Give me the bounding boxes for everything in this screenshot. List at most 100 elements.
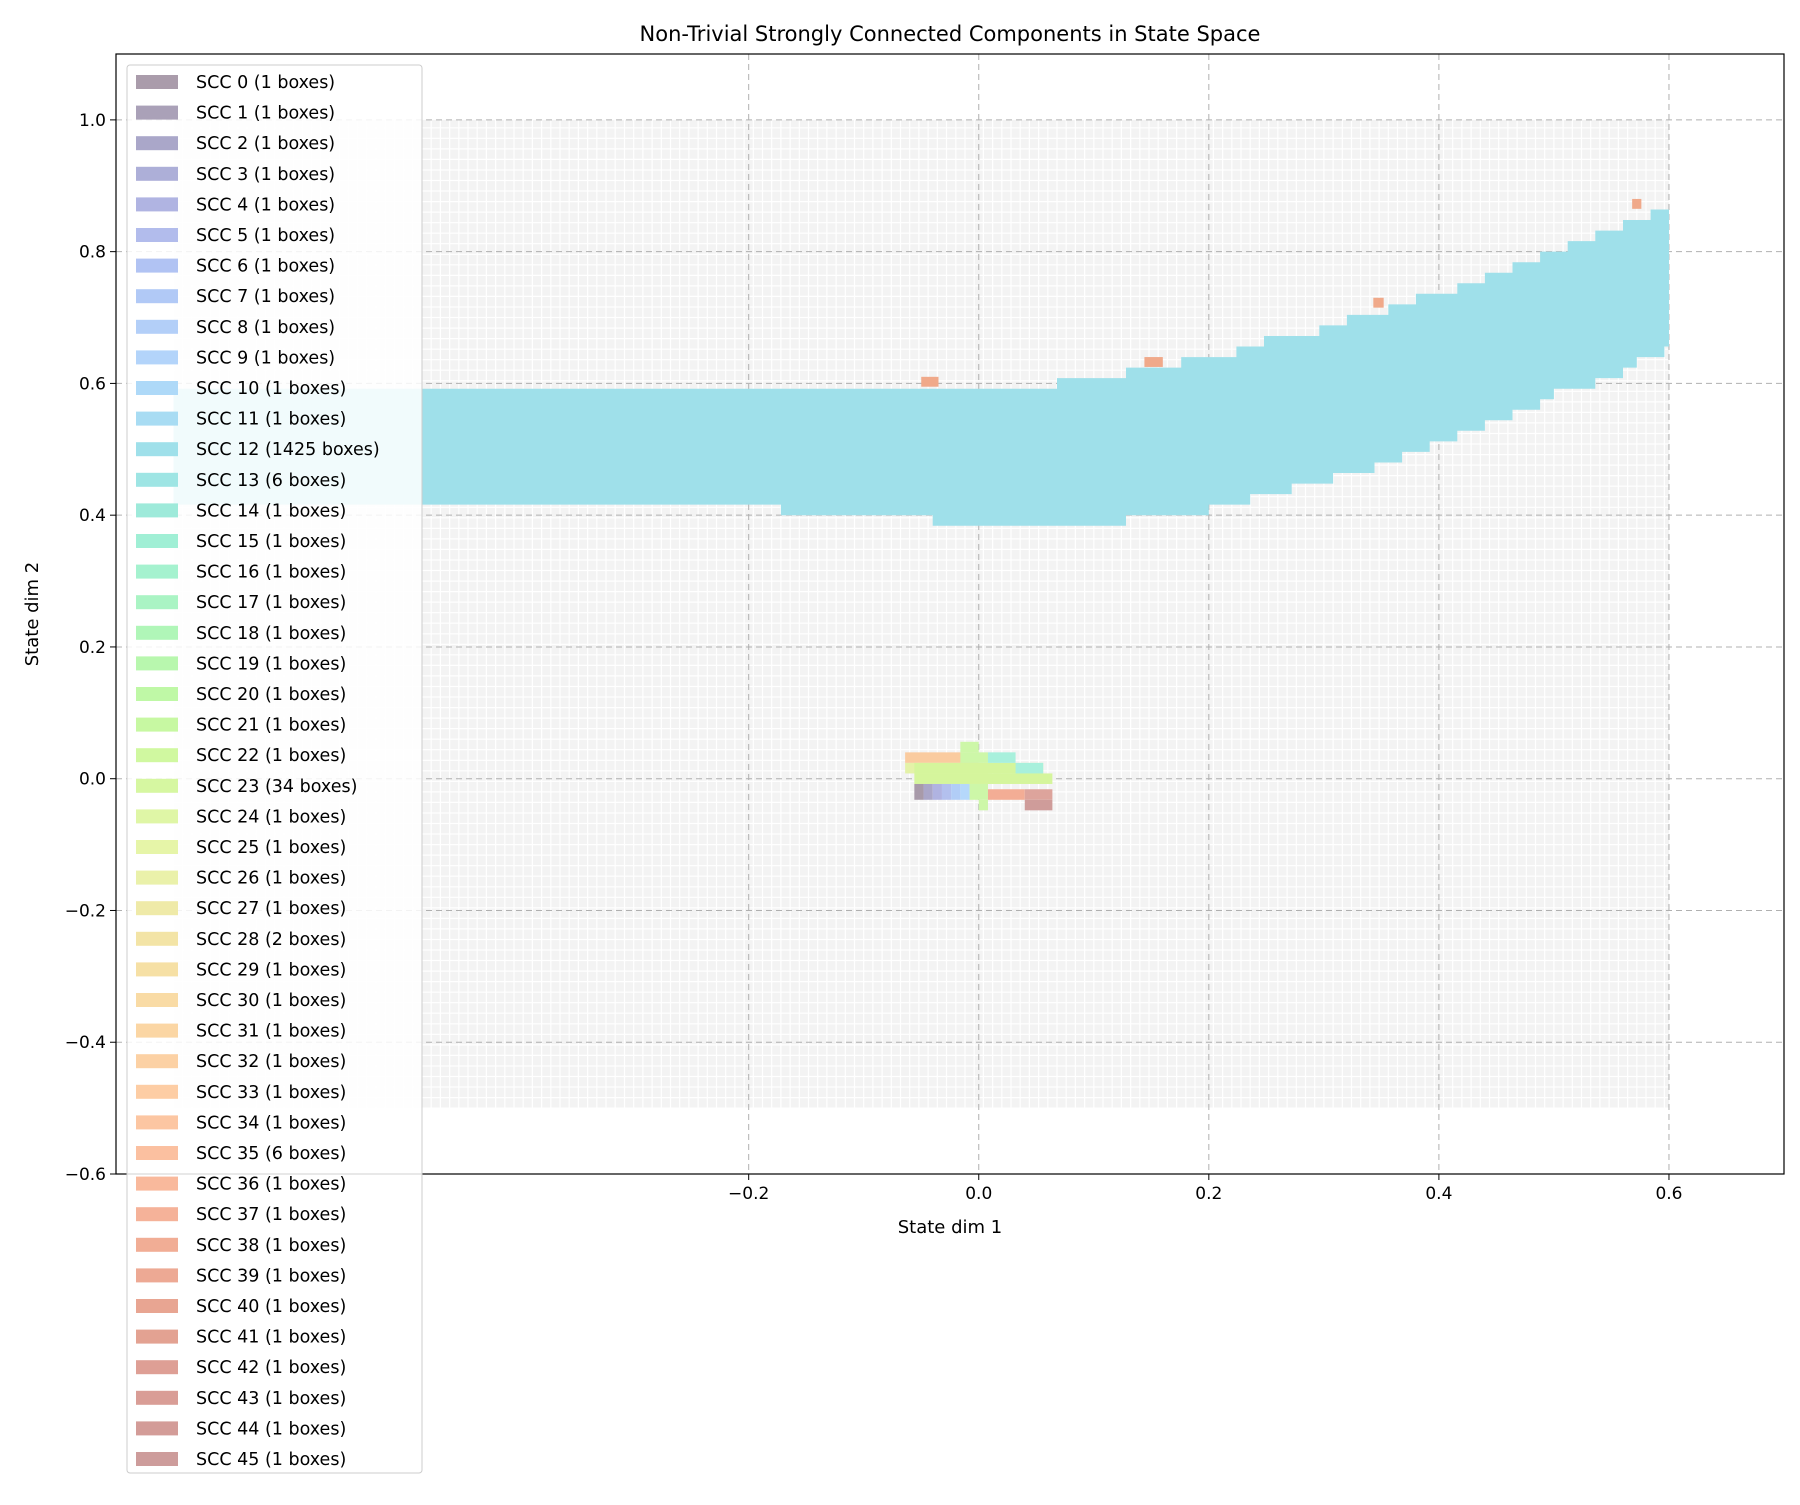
legend-label: SCC 22 (1 boxes) <box>196 746 346 766</box>
scc-12-band <box>173 209 1669 526</box>
scc-patch <box>1373 297 1384 308</box>
legend-label: SCC 31 (1 boxes) <box>196 1022 346 1042</box>
legend-swatch <box>136 1329 178 1344</box>
legend-swatch <box>136 1054 178 1069</box>
legend-swatch <box>136 870 178 885</box>
legend-swatch <box>136 1207 178 1222</box>
legend-label: SCC 30 (1 boxes) <box>196 991 346 1011</box>
chart-title: Non-Trivial Strongly Connected Component… <box>640 22 1261 46</box>
scc-12-region <box>173 209 1669 526</box>
x-axis-label: State dim 1 <box>898 1217 1003 1238</box>
legend-label: SCC 9 (1 boxes) <box>196 348 335 368</box>
legend-swatch <box>136 442 178 457</box>
legend-swatch <box>136 1421 178 1436</box>
legend-swatch <box>136 1360 178 1375</box>
legend-label: SCC 27 (1 boxes) <box>196 899 346 919</box>
scc-patch <box>905 752 979 763</box>
x-axis: −0.2 0.0 0.2 0.4 0.6 <box>728 1174 1682 1204</box>
legend-label: SCC 7 (1 boxes) <box>196 287 335 307</box>
legend-swatch <box>136 319 178 334</box>
legend-label: SCC 45 (1 boxes) <box>196 1450 346 1470</box>
legend-swatch <box>136 381 178 395</box>
legend-swatch <box>136 350 178 365</box>
legend-label: SCC 4 (1 boxes) <box>196 195 335 215</box>
legend-swatch <box>136 1237 178 1252</box>
legend-label: SCC 42 (1 boxes) <box>196 1358 346 1378</box>
legend-swatch <box>136 778 178 793</box>
legend-label: SCC 13 (6 boxes) <box>196 471 346 491</box>
scc-patch <box>923 783 933 800</box>
scc-patch <box>1024 789 1053 800</box>
state-space-grid <box>172 119 1669 1109</box>
legend-swatch <box>136 228 178 242</box>
legend-swatch <box>136 717 178 732</box>
x-tick-label: 0.2 <box>1195 1184 1222 1204</box>
legend-label: SCC 14 (1 boxes) <box>196 501 346 521</box>
state-space-domain <box>173 119 1669 1109</box>
x-tick-label: 0.6 <box>1655 1184 1682 1204</box>
y-axis-label: State dim 2 <box>22 562 43 667</box>
legend-label: SCC 3 (1 boxes) <box>196 165 335 185</box>
y-tick-label: −0.2 <box>65 901 106 921</box>
legend-label: SCC 0 (1 boxes) <box>196 73 335 93</box>
legend-swatch <box>136 411 178 426</box>
plot-frame <box>115 53 1785 1175</box>
legend-label: SCC 34 (1 boxes) <box>196 1113 346 1133</box>
legend-label: SCC 41 (1 boxes) <box>196 1328 346 1348</box>
legend-swatch <box>136 1146 178 1160</box>
scc-patch <box>932 783 942 800</box>
scc-patch <box>921 376 939 387</box>
scc-patch <box>1015 762 1044 774</box>
x-tick-label: 0.0 <box>965 1184 992 1204</box>
scc-patch <box>941 783 952 800</box>
legend-swatch <box>136 564 178 579</box>
legend-swatch <box>136 289 178 304</box>
scc-patch <box>914 773 1053 784</box>
legend-swatch <box>136 75 178 89</box>
legend-label: SCC 16 (1 boxes) <box>196 563 346 583</box>
legend-label: SCC 24 (1 boxes) <box>196 807 346 827</box>
legend-label: SCC 8 (1 boxes) <box>196 318 335 338</box>
legend-label: SCC 6 (1 boxes) <box>196 257 335 277</box>
legend-swatch <box>136 197 178 212</box>
scc-patch <box>960 752 988 763</box>
legend-swatch <box>136 962 178 977</box>
legend-label: SCC 15 (1 boxes) <box>196 532 346 552</box>
legend-label: SCC 12 (1425 boxes) <box>196 440 380 460</box>
legend-swatch <box>136 1452 178 1466</box>
legend-swatch <box>136 1390 178 1405</box>
legend-label: SCC 21 (1 boxes) <box>196 716 346 736</box>
legend-swatch <box>136 1115 178 1130</box>
legend-swatch <box>136 595 178 610</box>
legend-label: SCC 10 (1 boxes) <box>196 379 346 399</box>
legend-label: SCC 28 (2 boxes) <box>196 930 346 950</box>
legend-label: SCC 23 (34 boxes) <box>196 777 357 797</box>
legend-label: SCC 36 (1 boxes) <box>196 1175 346 1195</box>
legend-swatch <box>136 503 178 518</box>
legend-label: SCC 5 (1 boxes) <box>196 226 335 246</box>
y-tick-label: 1.0 <box>79 111 106 131</box>
legend-swatch <box>136 1299 178 1313</box>
legend-swatch <box>136 809 178 824</box>
legend-label: SCC 29 (1 boxes) <box>196 960 346 980</box>
legend-swatch <box>136 931 178 946</box>
x-tick-label: −0.2 <box>728 1184 769 1204</box>
scc-patch <box>914 762 1044 774</box>
scc-patch <box>978 799 988 811</box>
legend-swatch <box>136 625 178 640</box>
scc-patch <box>951 783 961 800</box>
legend-label: SCC 18 (1 boxes) <box>196 624 346 644</box>
legend-label: SCC 43 (1 boxes) <box>196 1389 346 1409</box>
legend-swatch <box>136 534 178 548</box>
legend-swatch <box>136 1084 178 1099</box>
x-tick-label: 0.4 <box>1425 1184 1452 1204</box>
legend-label: SCC 26 (1 boxes) <box>196 869 346 889</box>
legend-swatch <box>136 748 178 763</box>
y-tick-label: −0.6 <box>65 1165 106 1185</box>
scc-patch <box>987 752 1016 763</box>
legend-label: SCC 38 (1 boxes) <box>196 1236 346 1256</box>
y-tick-label: 0.2 <box>79 638 106 658</box>
legend-label: SCC 32 (1 boxes) <box>196 1052 346 1072</box>
legend-swatch <box>136 1023 178 1038</box>
